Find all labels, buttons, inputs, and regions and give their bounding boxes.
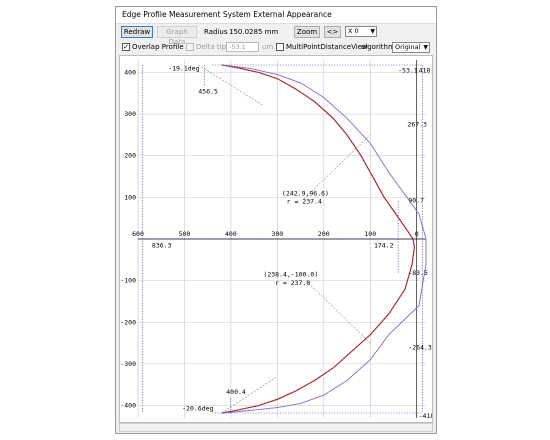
x-tick-label: 600	[132, 230, 144, 238]
options-row: ✓ Overlap Profile Delta tip -53.1 um Mul…	[116, 41, 436, 55]
radius-label: Radius	[204, 28, 228, 36]
chevron-down-icon: ▼	[423, 44, 428, 51]
bottom-x-label: 400.4	[226, 388, 246, 396]
redraw-button[interactable]: Redraw	[121, 26, 153, 38]
algorithm-select-value: Original	[395, 43, 421, 51]
delta-unit-label: um	[262, 43, 274, 51]
x-tick-label: 300	[271, 230, 283, 238]
right-upper-label: 90.7	[408, 196, 424, 204]
bottom-angle-label: -20.6deg	[182, 405, 213, 413]
top-angle-label: -19.1deg	[168, 64, 199, 72]
lower-right-label: -264.3	[408, 343, 432, 351]
y-tick-label: 400	[124, 68, 136, 76]
lower-radius-leader	[305, 280, 371, 344]
x-tick-label: 200	[318, 230, 330, 238]
chevron-down-icon: ▼	[370, 28, 375, 35]
multipoint-label: MultiPointDistanceView	[286, 43, 368, 51]
upper-right-label: 267.3	[407, 121, 427, 129]
top-x-label: 456.5	[198, 87, 218, 95]
profile-chart-svg: 600 500 400 300 200 100 0 400 300 200 100 -100 -200 -…	[120, 60, 442, 420]
delta-tip-checkbox[interactable]	[186, 43, 194, 51]
bottom-y-label: -418.1	[419, 412, 432, 420]
horizontal-scrollbar[interactable]	[119, 423, 433, 432]
algorithm-select[interactable]: Original ▼	[392, 42, 430, 53]
upper-radius-leader	[303, 134, 371, 199]
graph-data-button[interactable]: Graph Data	[157, 26, 197, 46]
delta-tip-label: Delta tip	[196, 43, 227, 51]
top-angle-leader	[198, 64, 264, 107]
y-tick-label: -400	[120, 402, 136, 410]
center-lower-r-label: r = 237.0	[275, 279, 310, 287]
center-upper-r-label: r = 237.4	[287, 198, 322, 206]
overlap-profile-label: Overlap Profile	[132, 43, 184, 51]
y-tick-label: -200	[120, 318, 136, 326]
delta-tip-input[interactable]: -53.1	[226, 42, 259, 52]
multipoint-checkbox[interactable]	[276, 43, 284, 51]
algorithm-label: algorithm	[361, 43, 395, 51]
x-tick-label: 500	[179, 230, 191, 238]
radius-value: 150.0285 mm	[229, 28, 279, 36]
mid-width-label: 174.2	[374, 241, 394, 249]
right-lower-label: -83.5	[408, 269, 428, 277]
y-tick-label: -300	[120, 360, 136, 368]
y-tick-label: 200	[124, 152, 136, 160]
y-tick-label: -100	[120, 277, 136, 285]
center-upper-point-label: (242.9,96.6)	[282, 189, 329, 197]
toolbar: Redraw Graph Data Radius 150.0285 mm Zoo…	[116, 26, 436, 46]
overlap-profile-checkbox[interactable]: ✓	[122, 43, 130, 51]
left-height-label: 836.3	[152, 241, 172, 249]
zoom-select[interactable]: X 0 ▼	[345, 26, 377, 37]
title-bar: Edge Profile Measurement System External…	[116, 7, 436, 24]
x-tick-label: 0	[415, 230, 419, 238]
center-lower-point-label: (238.4,-100.0)	[263, 270, 318, 278]
bottom-angle-leader	[221, 376, 278, 414]
x-tick-label: 400	[225, 230, 237, 238]
app-window: Edge Profile Measurement System External…	[115, 6, 442, 434]
profile-chart[interactable]: 600 500 400 300 200 100 0 400 300 200 100 -100 -200 -…	[119, 55, 442, 423]
y-tick-label: 300	[124, 110, 136, 118]
x-tick-label: 100	[364, 230, 376, 238]
outer-profile-line	[221, 64, 427, 414]
y-tick-label: 100	[124, 193, 136, 201]
top-y-label: 418.1	[419, 66, 432, 74]
zoom-button[interactable]: Zoom	[294, 26, 320, 38]
top-offset-label: -53.1	[398, 66, 418, 74]
pan-button[interactable]: <>	[324, 26, 341, 38]
window-title: Edge Profile Measurement System External…	[122, 10, 332, 19]
zoom-select-value: X 0	[348, 27, 359, 35]
